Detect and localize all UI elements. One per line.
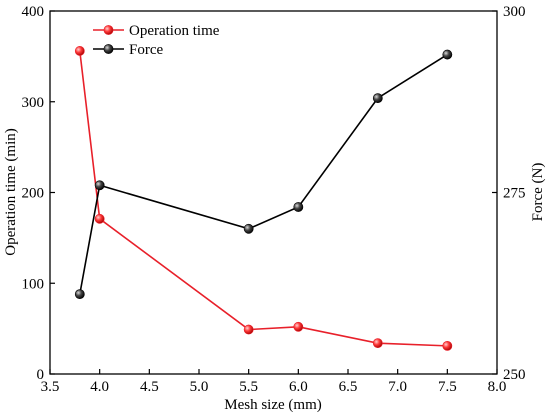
left-y-axis-ticks: 0 100 200 300 400 [22,4,55,383]
x-axis-ticks: 3.5 4.0 4.5 5.0 5.5 6.0 6.5 7.0 7.5 8.0 [41,369,507,395]
x-tick-label: 4.5 [140,379,159,395]
operation-time-legend-marker [103,25,114,35]
x-tick-label: 7.5 [438,379,457,395]
operation-time-data-point [293,321,304,332]
legend: Operation time Force [93,23,220,58]
right-y-tick-label: 275 [503,186,526,202]
force-data-point [243,223,254,234]
right-y-axis-ticks: 250 275 300 [492,4,526,383]
force-data-point [372,93,383,104]
right-y-axis-title: Force (N) [530,163,546,222]
x-tick-label: 5.0 [190,379,209,395]
operation-time-data-point [94,213,105,224]
operation-time-data-point [243,324,254,335]
operation-time-legend-label: Operation time [129,23,220,39]
left-y-tick-label: 100 [22,276,45,292]
left-y-tick-label: 400 [22,4,45,20]
x-tick-label: 7.0 [388,379,407,395]
operation-time-data-point [372,338,383,349]
operation-time-series-line [79,50,448,347]
operation-time-data-point [442,340,453,351]
force-series-line [79,53,448,295]
left-y-tick-label: 0 [37,367,45,383]
right-y-tick-label: 300 [503,4,526,20]
x-tick-label: 8.0 [488,379,507,395]
left-y-tick-label: 300 [22,95,45,111]
x-tick-label: 6.0 [289,379,308,395]
force-data-point [74,289,85,300]
x-tick-label: 3.5 [41,379,60,395]
x-tick-label: 4.0 [90,379,109,395]
force-data-point [442,49,453,60]
left-y-tick-label: 200 [22,186,45,202]
x-tick-label: 5.5 [239,379,258,395]
right-y-tick-label: 250 [503,367,526,383]
force-legend-label: Force [129,42,163,58]
operation-time-data-point [74,46,85,56]
left-y-axis-title: Operation time (min) [3,128,19,255]
force-data-point [94,180,105,191]
force-legend-marker [103,44,114,54]
x-tick-label: 6.5 [339,379,358,395]
series-layer [74,46,453,351]
x-axis-title: Mesh size (mm) [224,397,321,413]
force-data-point [293,202,304,212]
